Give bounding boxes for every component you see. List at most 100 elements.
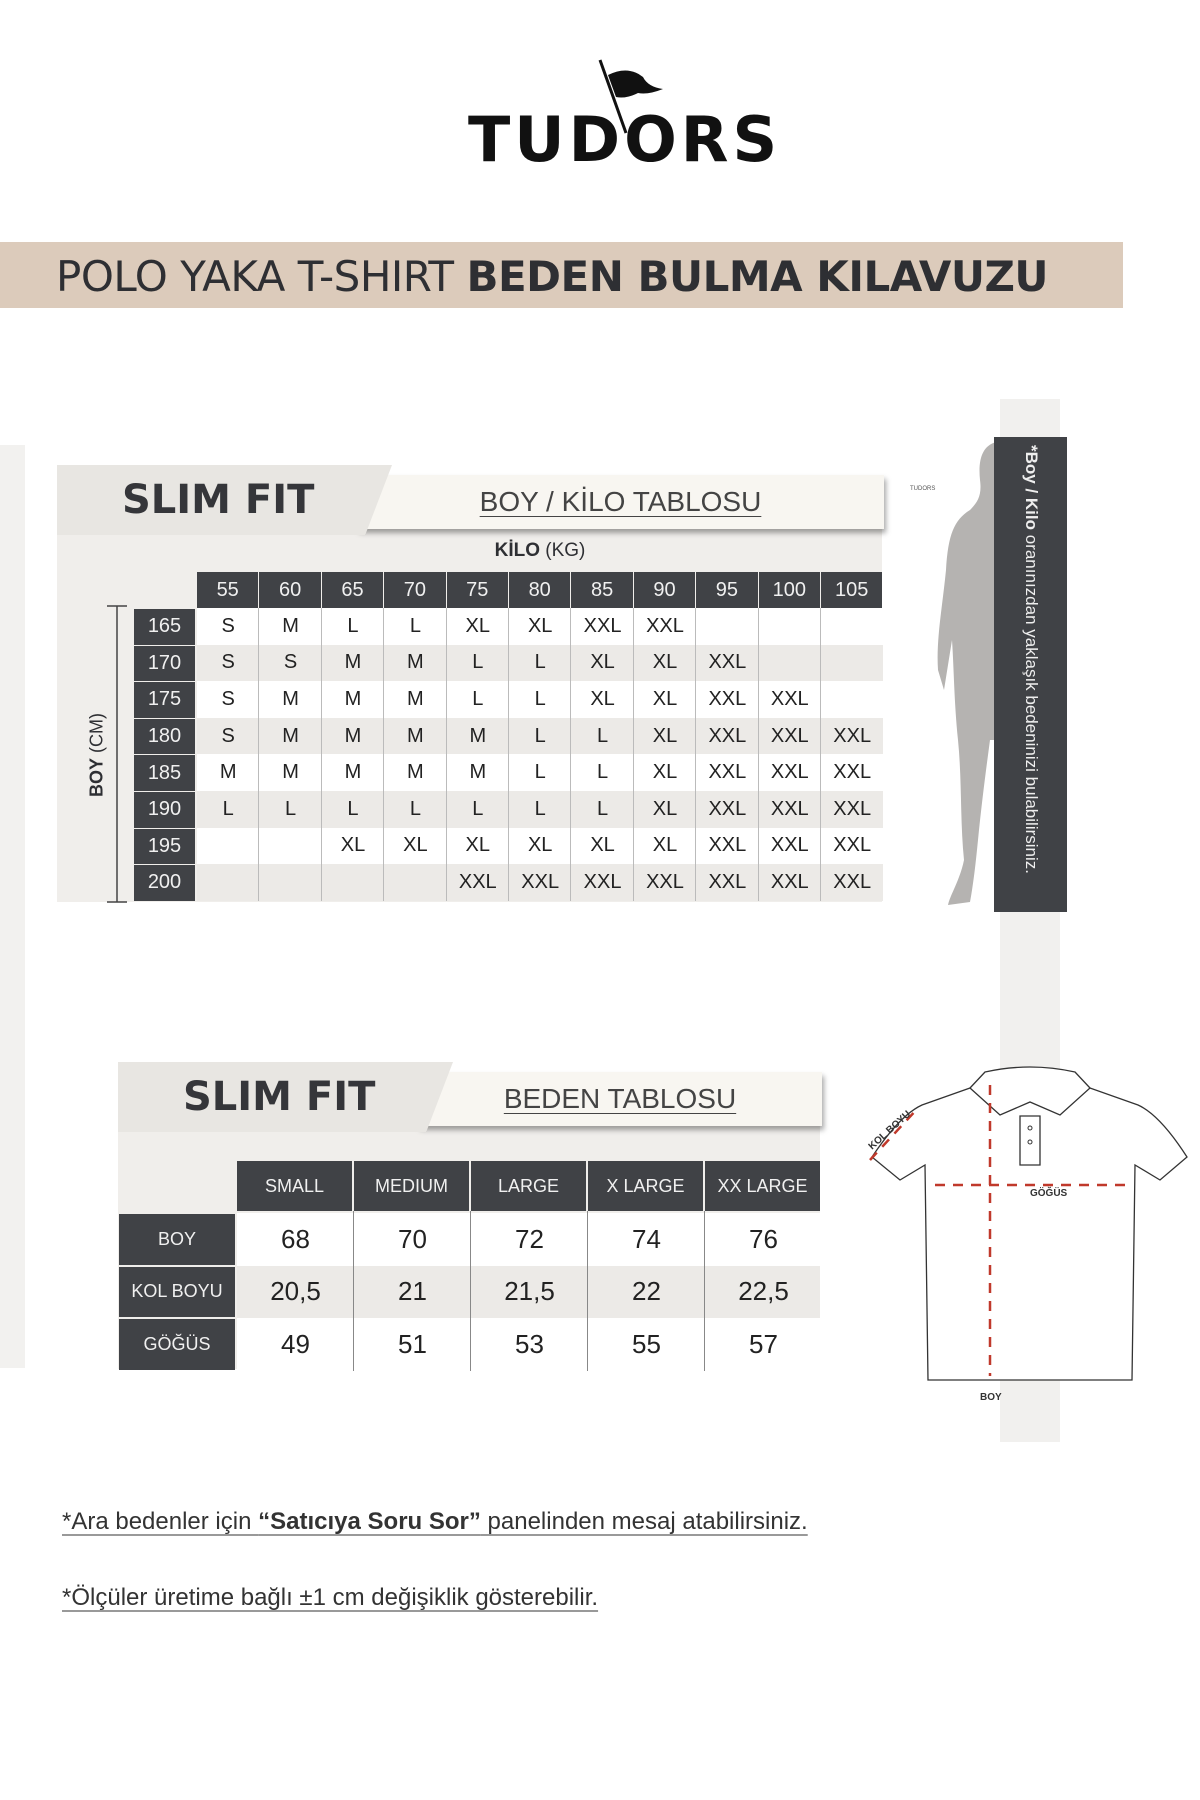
size-cell: M — [344, 761, 362, 784]
row-band — [197, 608, 884, 645]
size-cell: XXL — [833, 870, 872, 893]
size-cell: XL — [652, 761, 678, 784]
size-cell: XXL — [583, 870, 622, 893]
size-cell: XXL — [458, 870, 497, 893]
measure-header: BOY — [119, 1214, 235, 1265]
grid-line — [704, 1211, 705, 1371]
size-cell: S — [221, 687, 235, 710]
size-cell: XXL — [833, 834, 872, 857]
size-cell: XL — [340, 834, 366, 857]
row-band — [197, 754, 884, 791]
size-header: SMALL — [237, 1161, 352, 1211]
size-cell: L — [347, 614, 359, 637]
size-cell: L — [222, 797, 234, 820]
size-cell: XXL — [708, 724, 747, 747]
footnote-1-c: panelinden mesaj atabilirsiniz. — [480, 1508, 808, 1535]
weight-header: 55 — [197, 572, 259, 608]
size-cell: S — [221, 614, 235, 637]
grid-line — [632, 608, 634, 901]
size-cell: L — [597, 797, 609, 820]
size-cell: XXL — [770, 834, 809, 857]
size-cell: XXL — [708, 761, 747, 784]
height-header: 195 — [134, 828, 195, 865]
small-logo: TUDORS — [910, 486, 936, 492]
size-cell: XL — [403, 834, 428, 857]
size-cell: L — [409, 614, 421, 637]
row-band — [237, 1213, 820, 1266]
fit-label: SLIM FIT — [118, 1062, 453, 1132]
beden-title: BEDEN TABLOSU — [418, 1072, 822, 1126]
size-cell: M — [282, 724, 299, 747]
row-band — [197, 827, 884, 865]
size-cell: XXL — [770, 797, 809, 820]
size-cell — [821, 645, 883, 682]
height-header: 165 — [134, 609, 195, 645]
x-label-bold: KİLO — [494, 540, 540, 561]
size-cell: M — [282, 687, 299, 710]
measure-cell: 72 — [515, 1223, 544, 1254]
weight-header: 80 — [509, 572, 571, 608]
size-cell: XL — [527, 614, 553, 637]
size-cell: XXL — [833, 724, 872, 747]
fit-label: SLIM FIT — [57, 465, 392, 535]
size-cell — [259, 864, 321, 901]
size-cell — [759, 608, 821, 645]
size-cell — [259, 828, 321, 865]
measure-cell: 53 — [515, 1328, 544, 1359]
size-cell: L — [597, 761, 609, 784]
size-cell: L — [472, 797, 484, 820]
size-cell: XL — [652, 651, 678, 674]
man-silhouette-icon — [937, 442, 996, 905]
brand-logo: TUDORS — [468, 55, 777, 176]
size-header: LARGE — [471, 1161, 586, 1211]
size-cell: XL — [652, 724, 678, 747]
size-cell: XXL — [770, 870, 809, 893]
size-cell — [696, 608, 758, 645]
y-label-bold: BOY — [86, 757, 107, 797]
weight-header: 65 — [321, 572, 384, 608]
size-cell: M — [469, 761, 487, 784]
size-cell: XXL — [770, 687, 809, 710]
measure-cell: 55 — [632, 1328, 661, 1359]
size-cell: XL — [652, 797, 678, 820]
weight-header: 85 — [571, 572, 633, 608]
size-cell: M — [407, 651, 424, 674]
size-cell: XXL — [646, 614, 684, 637]
grid-line — [508, 608, 509, 901]
size-header: MEDIUM — [354, 1161, 469, 1211]
size-cell: XXL — [646, 870, 684, 893]
size-header: X LARGE — [588, 1161, 703, 1211]
height-header: 200 — [134, 865, 195, 901]
size-cell: XXL — [770, 761, 809, 784]
ask-seller-link: “Satıcıya Soru Sor” — [258, 1508, 481, 1535]
grid-line — [258, 608, 260, 901]
size-cell — [197, 864, 259, 901]
length-label: BOY — [980, 1392, 1002, 1403]
weight-header: 70 — [384, 572, 446, 608]
grid-line — [695, 608, 697, 901]
size-cell: XXL — [708, 797, 747, 820]
size-cell: XL — [465, 834, 491, 857]
size-cell: XL — [465, 614, 491, 637]
grid-line — [587, 1211, 588, 1371]
grid-line — [570, 608, 572, 901]
row-band — [237, 1318, 820, 1371]
height-header: 175 — [134, 682, 195, 718]
size-cell: L — [472, 651, 484, 674]
decor-strip-left — [0, 445, 25, 1368]
size-cell: M — [344, 687, 362, 710]
size-cell: L — [534, 761, 546, 784]
height-header: 180 — [134, 718, 195, 755]
size-cell: L — [534, 724, 546, 747]
size-cell: S — [221, 724, 235, 747]
row-band — [197, 644, 884, 682]
boy-kilo-header: BOY / KİLO TABLOSU SLIM FIT — [57, 465, 884, 535]
measure-cell: 74 — [632, 1223, 661, 1254]
footnote-1-a: *Ara bedenler için — [62, 1508, 259, 1535]
tip-body: oranınızdan yaklaşık bedeninizi bulabili… — [1021, 529, 1041, 874]
height-header: 185 — [134, 755, 195, 791]
weight-header: 60 — [259, 572, 321, 608]
size-cell: L — [409, 797, 421, 820]
chest-label: GÖĞÜS — [1030, 1186, 1068, 1199]
size-cell: M — [344, 724, 362, 747]
